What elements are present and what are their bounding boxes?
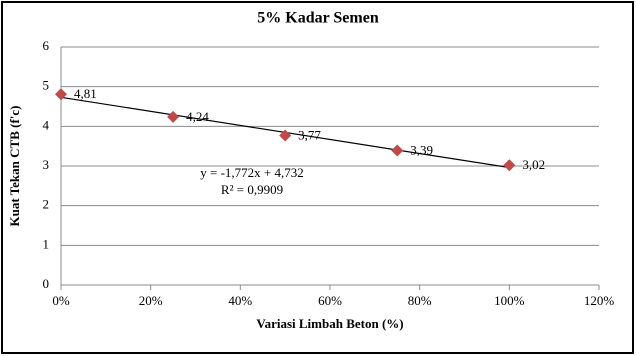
y-tick-label: 4 bbox=[43, 117, 50, 132]
trendline-r2: R² = 0,9909 bbox=[221, 182, 283, 197]
data-label: 3,77 bbox=[298, 127, 321, 142]
y-tick-label: 1 bbox=[43, 236, 50, 251]
data-label: 3,02 bbox=[522, 157, 545, 172]
trendline-equation: y = -1,772x + 4,732 bbox=[200, 165, 304, 180]
data-label: 4,81 bbox=[74, 86, 97, 101]
x-tick-label: 120% bbox=[584, 293, 615, 308]
y-tick-label: 5 bbox=[43, 78, 50, 93]
data-point bbox=[391, 144, 404, 157]
y-tick-label: 6 bbox=[43, 38, 50, 53]
data-point bbox=[279, 129, 292, 142]
data-point bbox=[503, 159, 516, 172]
x-tick-label: 0% bbox=[52, 293, 70, 308]
chart-title: 5% Kadar Semen bbox=[257, 10, 379, 27]
data-point bbox=[55, 88, 67, 101]
y-tick-label: 3 bbox=[43, 157, 50, 172]
x-tick-label: 80% bbox=[408, 293, 432, 308]
data-point bbox=[167, 110, 180, 123]
x-axis-label: Variasi Limbah Beton (%) bbox=[256, 316, 403, 331]
x-tick-label: 60% bbox=[318, 293, 342, 308]
y-axis-label: Kuat Tekan CTB (f'c) bbox=[7, 106, 22, 227]
y-tick-label: 0 bbox=[43, 276, 50, 291]
x-tick-label: 100% bbox=[494, 293, 525, 308]
data-label: 3,39 bbox=[410, 143, 433, 158]
y-tick-label: 2 bbox=[43, 197, 50, 212]
x-tick-label: 20% bbox=[139, 293, 163, 308]
x-tick-label: 40% bbox=[228, 293, 252, 308]
data-label: 4,24 bbox=[186, 109, 209, 124]
